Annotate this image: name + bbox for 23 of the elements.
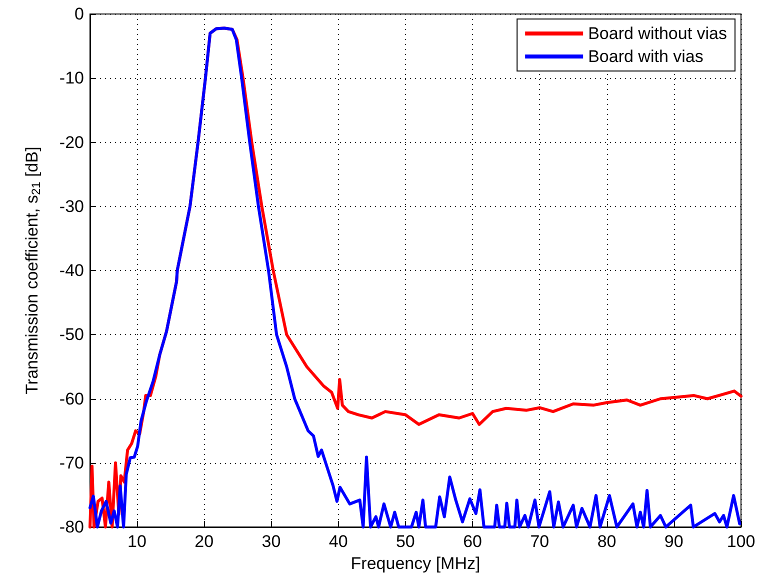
x-axis-title: Frequency [MHz] <box>350 554 480 573</box>
y-axis-title: Transmission coefficient, s21 [dB] <box>22 146 43 394</box>
y-tick-label: -40 <box>59 261 84 280</box>
x-tick-label: 40 <box>328 532 348 551</box>
x-tick-label: 20 <box>194 532 214 551</box>
x-tick-label: 10 <box>128 532 146 551</box>
legend-label: Board with vias <box>588 47 704 66</box>
x-tick-label: 80 <box>597 532 616 551</box>
x-tick-label: 30 <box>262 532 281 551</box>
legend-label: Board without vias <box>588 24 727 43</box>
y-tick-label: -60 <box>59 389 84 408</box>
y-tick-label: -10 <box>59 68 84 88</box>
x-tick-label: 90 <box>664 532 684 551</box>
y-tick-label: -70 <box>59 453 84 472</box>
x-tick-label: 100 <box>726 532 756 551</box>
y-tick-label: -80 <box>59 518 84 536</box>
x-tick-label: 70 <box>530 532 550 551</box>
x-tick-label: 60 <box>463 532 482 551</box>
y-tick-label: 0 <box>74 4 84 24</box>
y-tick-label: -30 <box>59 196 84 216</box>
y-tick-label: -20 <box>59 132 84 152</box>
y-tick-label: -50 <box>59 325 84 344</box>
x-tick-label: 50 <box>396 532 415 551</box>
